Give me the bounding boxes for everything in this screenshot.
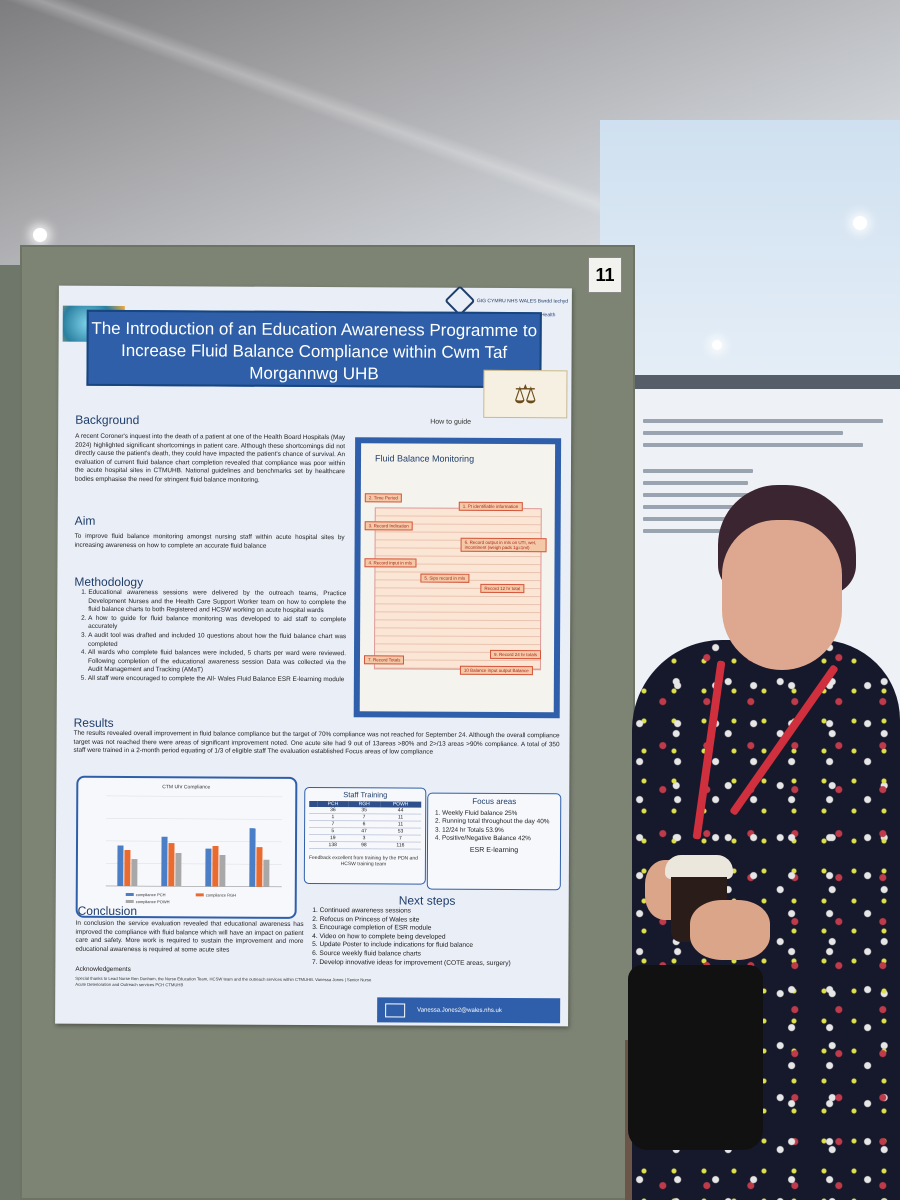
- poster-title: The Introduction of an Education Awarene…: [86, 309, 542, 389]
- background-text: A recent Coroner's inquest into the deat…: [74, 432, 346, 484]
- how-to-guide-label: How to guide: [430, 418, 472, 426]
- guide-callout: 4. Record input in mls: [364, 558, 417, 568]
- chart-title: CTM Uhr Compliance: [162, 784, 210, 790]
- ceiling-light: [853, 216, 867, 230]
- guide-callout: 2. Time Period: [364, 493, 402, 503]
- conclusion-text: In conclusion the service evaluation rev…: [75, 919, 304, 954]
- methodology-item: A how to guide for fluid balance monitor…: [88, 615, 346, 634]
- compliance-chart: CTM Uhr Compliance compliance PCH complia…: [75, 775, 298, 919]
- contact-email: Vanessa.Jones2@wales.nhs.uk: [417, 1007, 502, 1014]
- ceiling-light: [33, 228, 47, 242]
- chart-bar: [219, 855, 226, 887]
- staff-training-table: PCH RGH POWH 36 35 44 1 7 11 7 6 11 5 47 53 19 3 7…: [308, 800, 422, 850]
- aim-heading: Aim: [74, 513, 96, 528]
- envelope-icon: [385, 1002, 406, 1017]
- background-heading: Background: [75, 412, 140, 428]
- guide-callout: 3. Record Indication: [364, 521, 413, 531]
- results-text: The results revealed overall improvement…: [73, 729, 560, 756]
- methodology-item: Educational awareness sessions were deli…: [88, 589, 346, 616]
- board-number: 11: [588, 257, 622, 293]
- gridline: [106, 795, 283, 798]
- staff-training-heading: Staff Training: [343, 790, 388, 800]
- chart-bar: [175, 852, 182, 887]
- guide-callout: 7. Record Totals: [363, 655, 405, 665]
- focus-item: Positive/Negative Balance 42%: [442, 835, 560, 844]
- legend-swatch: [195, 893, 204, 897]
- chart-bar: [117, 845, 124, 887]
- guide-callout: 10 Balance input output Balance: [459, 665, 533, 676]
- how-to-guide: Fluid Balance Monitoring 1. Pt identifia…: [353, 437, 562, 719]
- table-row: 138 98 116: [308, 841, 422, 850]
- aim-text: To improve fluid balance monitoring amon…: [74, 532, 345, 550]
- next-steps-heading: Next steps: [398, 893, 456, 908]
- chart-bar: [168, 843, 175, 887]
- methodology-item: A audit tool was drafted and included 10…: [88, 632, 346, 651]
- focus-areas-heading: Focus areas: [472, 796, 517, 807]
- chart-bar: [249, 828, 256, 887]
- guide-callout: 9. Record 24 hr totals: [489, 649, 542, 660]
- next-step-item: Develop innovative ideas for improvement…: [319, 959, 510, 969]
- conclusion-heading: Conclusion: [77, 903, 138, 919]
- legend-swatch: [125, 893, 134, 897]
- poster: GIG CYMRU NHS WALES Bwrdd Iechyd Prifysg…: [55, 285, 572, 1027]
- legend-label: compliance RGH: [206, 892, 236, 897]
- methodology-list: Educational awareness sessions were deli…: [74, 589, 346, 685]
- esr-elearning: ESR E-learning: [469, 847, 519, 855]
- guide-callout: 6. Record output in mls on UTI, wet, inc…: [460, 537, 547, 553]
- background-wall: [600, 120, 900, 420]
- contact-bar: Vanessa.Jones2@wales.nhs.uk: [377, 997, 561, 1024]
- next-steps-list: Continued awareness sessions Refocus on …: [305, 907, 511, 968]
- chart-svg: CTM Uhr Compliance compliance PCH complia…: [105, 784, 283, 904]
- training-feedback: Feedback excellent from training by the …: [308, 854, 418, 868]
- legend-swatch: [125, 900, 134, 904]
- gridline: [106, 818, 283, 820]
- scales-icon: ⚖: [483, 369, 568, 419]
- focus-areas-box: Focus areas Weekly Fluid balance 25% Run…: [426, 792, 562, 891]
- chart-bar: [212, 845, 219, 887]
- board-edge: [0, 265, 22, 1200]
- chart-bar: [256, 847, 263, 887]
- chart-bar: [131, 859, 138, 887]
- handbag: [628, 965, 763, 1150]
- focus-item: Running total throughout the day 40%: [442, 818, 560, 827]
- chart-bar: [263, 859, 270, 887]
- chart-bar: [161, 836, 168, 887]
- gridline: [106, 840, 283, 843]
- person-face: [722, 520, 842, 670]
- guide-callout: 5. Sips record in mls: [420, 573, 470, 583]
- guide-title: Fluid Balance Monitoring: [375, 453, 475, 464]
- methodology-heading: Methodology: [74, 574, 144, 590]
- right-hand: [690, 900, 770, 960]
- acknowledgements-heading: Acknowledgements: [75, 965, 131, 974]
- acknowledgements-text: Special thanks to Lead Nurse Ben Dunham,…: [75, 975, 372, 987]
- staff-training-box: Staff Training PCH RGH POWH 36 35 44 1 7 11 …: [303, 786, 427, 885]
- chart-bar: [124, 850, 131, 887]
- legend-label: compliance POWH: [136, 899, 170, 904]
- next-step-item: Source weekly fluid balance charts: [319, 950, 510, 960]
- ceiling-light: [712, 340, 722, 350]
- nhs-logo: GIG CYMRU NHS WALES Bwrdd Iechyd Prifysg…: [444, 285, 569, 324]
- methodology-item: All wards who complete fluid balances we…: [88, 649, 346, 676]
- results-heading: Results: [73, 715, 114, 730]
- guide-callout: 1. Pt identifiable information: [458, 501, 523, 512]
- chart-bar: [205, 848, 212, 887]
- guide-callout: Record 12 hr total: [480, 583, 525, 594]
- methodology-item: All staff were encouraged to complete th…: [88, 675, 346, 685]
- legend-label: compliance PCH: [136, 892, 166, 897]
